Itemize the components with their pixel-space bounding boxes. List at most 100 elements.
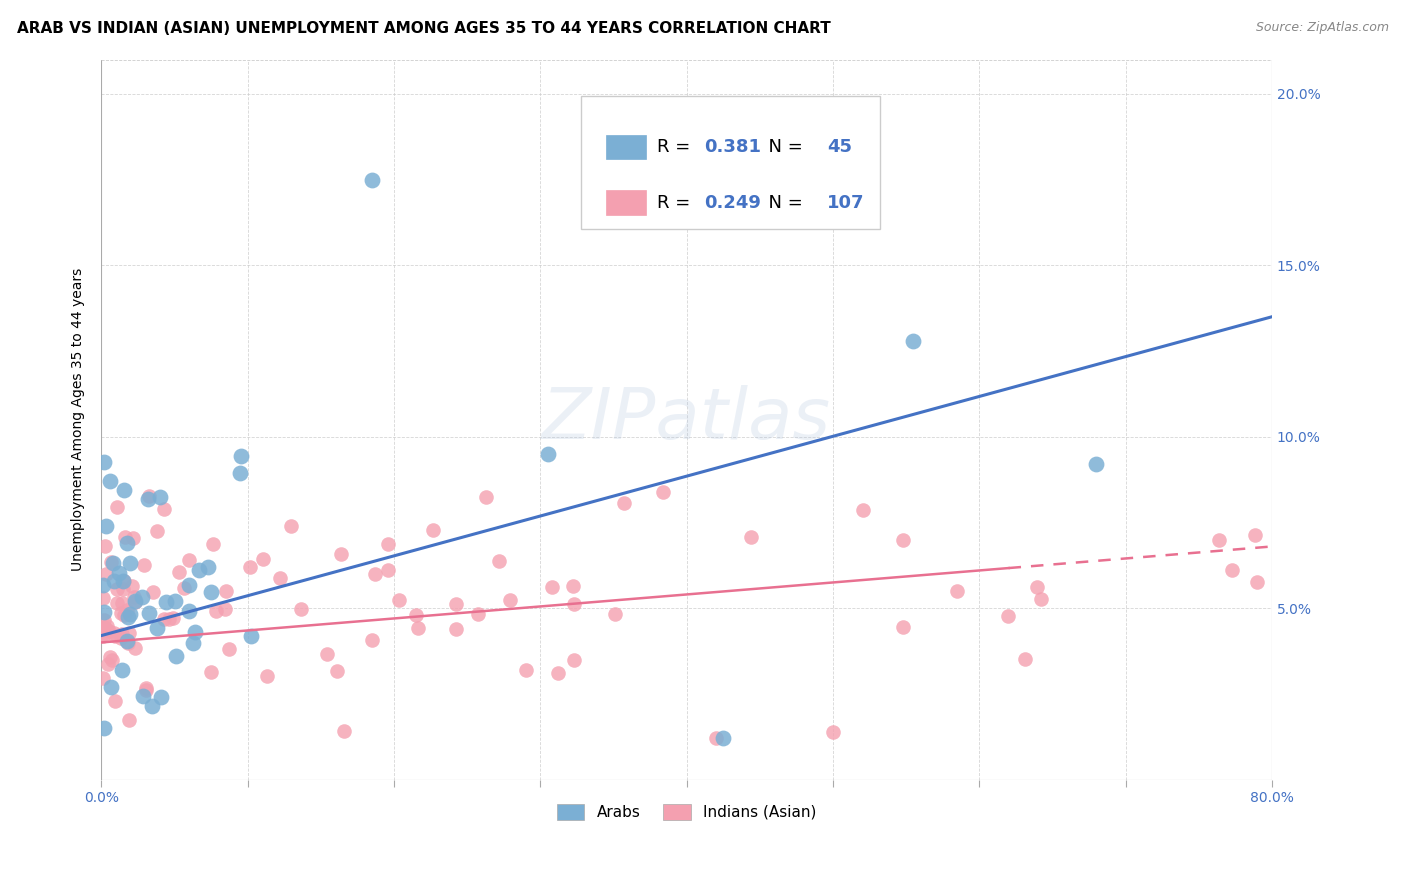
- Point: [132, 558, 155, 573]
- Point: [110, 632, 132, 646]
- Point: [105, 582, 128, 596]
- Point: [112, 483, 135, 498]
- Point: [91, 629, 114, 643]
- Point: [94, 622, 117, 636]
- Point: [96, 619, 118, 633]
- Point: [711, 731, 734, 746]
- Text: R =: R =: [658, 194, 696, 211]
- Point: [181, 635, 204, 649]
- Legend: Arabs, Indians (Asian): Arabs, Indians (Asian): [551, 797, 823, 826]
- Point: [117, 610, 139, 624]
- Point: [214, 584, 236, 599]
- Text: 45: 45: [827, 138, 852, 156]
- Point: [200, 585, 222, 599]
- Point: [105, 596, 128, 610]
- FancyBboxPatch shape: [606, 190, 645, 215]
- Point: [444, 598, 467, 612]
- Point: [361, 632, 384, 647]
- Point: [163, 594, 186, 608]
- Point: [112, 574, 135, 588]
- Point: [91, 627, 114, 641]
- Point: [142, 584, 165, 599]
- Point: [891, 620, 914, 634]
- Point: [1025, 580, 1047, 594]
- Point: [218, 642, 240, 657]
- Point: [361, 172, 384, 186]
- Point: [153, 612, 176, 626]
- Point: [173, 582, 195, 596]
- Point: [997, 608, 1019, 623]
- Point: [124, 595, 146, 609]
- Text: 107: 107: [827, 194, 865, 211]
- Point: [256, 669, 278, 683]
- Point: [179, 553, 201, 567]
- Point: [184, 625, 207, 640]
- Point: [1220, 563, 1243, 577]
- Point: [157, 612, 180, 626]
- Point: [547, 666, 569, 681]
- Point: [613, 496, 636, 510]
- Point: [488, 554, 510, 568]
- Point: [165, 648, 187, 663]
- Point: [536, 447, 558, 461]
- Point: [117, 636, 139, 650]
- Text: R =: R =: [658, 138, 696, 156]
- Point: [740, 530, 762, 544]
- Point: [97, 657, 120, 671]
- Point: [562, 597, 585, 611]
- Point: [467, 607, 489, 621]
- Point: [377, 536, 399, 550]
- Point: [118, 714, 141, 728]
- Point: [162, 611, 184, 625]
- Point: [325, 664, 347, 678]
- Y-axis label: Unemployment Among Ages 35 to 44 years: Unemployment Among Ages 35 to 44 years: [72, 268, 86, 571]
- Point: [177, 577, 200, 591]
- Text: N =: N =: [756, 194, 808, 211]
- Point: [149, 491, 172, 505]
- Point: [111, 596, 134, 610]
- Point: [100, 653, 122, 667]
- Point: [562, 653, 585, 667]
- Point: [1246, 574, 1268, 589]
- Point: [280, 518, 302, 533]
- Text: ZIPatlas: ZIPatlas: [543, 385, 831, 454]
- Point: [1270, 487, 1292, 501]
- Text: 0.249: 0.249: [704, 194, 761, 211]
- Point: [132, 689, 155, 703]
- Point: [103, 625, 125, 640]
- Point: [821, 724, 844, 739]
- Point: [103, 574, 125, 589]
- Point: [149, 690, 172, 705]
- Point: [111, 626, 134, 640]
- FancyBboxPatch shape: [606, 135, 645, 160]
- Point: [1243, 528, 1265, 542]
- Point: [169, 566, 191, 580]
- Point: [135, 682, 157, 697]
- Point: [94, 540, 117, 554]
- Point: [852, 502, 875, 516]
- Point: [214, 601, 236, 615]
- Point: [153, 502, 176, 516]
- Point: [131, 590, 153, 604]
- Point: [105, 500, 128, 514]
- Point: [91, 671, 114, 685]
- Point: [891, 533, 914, 548]
- Point: [138, 489, 160, 503]
- Point: [704, 731, 727, 746]
- Point: [197, 560, 219, 574]
- FancyBboxPatch shape: [581, 95, 880, 229]
- Point: [1029, 592, 1052, 607]
- Point: [98, 650, 121, 665]
- Point: [377, 563, 399, 577]
- Point: [316, 647, 339, 661]
- Point: [112, 574, 135, 589]
- Point: [252, 552, 274, 566]
- Point: [115, 603, 138, 617]
- Point: [1014, 652, 1036, 666]
- Point: [101, 557, 124, 571]
- Point: [111, 663, 134, 677]
- Point: [96, 519, 118, 533]
- Point: [93, 721, 115, 735]
- Point: [290, 602, 312, 616]
- Point: [229, 450, 252, 464]
